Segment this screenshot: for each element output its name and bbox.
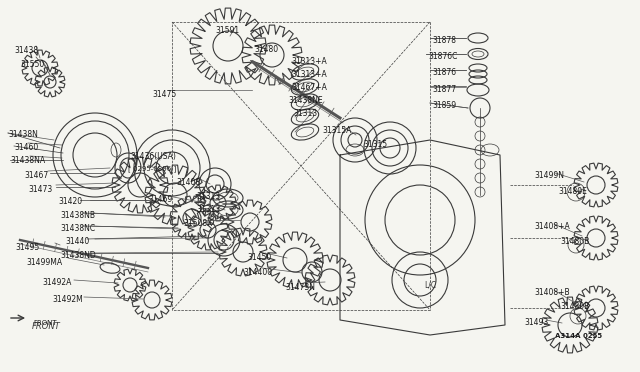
Text: 31408: 31408 — [176, 178, 200, 187]
Text: 31492M: 31492M — [52, 295, 83, 304]
Text: 31313: 31313 — [196, 205, 220, 214]
Text: L/C: L/C — [424, 280, 436, 289]
Text: 31480: 31480 — [254, 45, 278, 54]
Text: [ 0295-0896 ]: [ 0295-0896 ] — [128, 165, 176, 172]
Text: 31315: 31315 — [363, 140, 387, 149]
Text: 31876: 31876 — [432, 68, 456, 77]
Text: 31492A: 31492A — [42, 278, 72, 287]
Text: 31877: 31877 — [432, 85, 456, 94]
Text: 31313+A: 31313+A — [291, 70, 327, 79]
Text: 31438NC: 31438NC — [60, 224, 95, 233]
Text: 31438NA: 31438NA — [10, 156, 45, 165]
Text: 31460: 31460 — [14, 143, 38, 152]
Text: 31591: 31591 — [215, 26, 239, 35]
Text: 31313+A: 31313+A — [291, 57, 327, 66]
Text: 31438NE: 31438NE — [288, 96, 323, 105]
Text: 31878: 31878 — [432, 36, 456, 45]
Text: 31495: 31495 — [15, 243, 39, 252]
Text: 31493: 31493 — [524, 318, 548, 327]
Text: 31473: 31473 — [28, 185, 52, 194]
Text: 31315A: 31315A — [322, 126, 351, 135]
Text: 31438N: 31438N — [8, 130, 38, 139]
Text: 31313: 31313 — [293, 109, 317, 118]
Text: 314400: 314400 — [243, 268, 272, 277]
Text: 31859: 31859 — [432, 101, 456, 110]
Text: A314A 0255: A314A 0255 — [555, 333, 602, 339]
Text: 31438: 31438 — [14, 46, 38, 55]
Text: 31420: 31420 — [58, 197, 82, 206]
Text: 31469: 31469 — [148, 195, 172, 204]
Text: 31408+B: 31408+B — [534, 288, 570, 297]
Text: 31408+A: 31408+A — [534, 222, 570, 231]
Text: 31499N: 31499N — [534, 171, 564, 180]
Text: 31876C: 31876C — [428, 52, 458, 61]
Text: 31499MA: 31499MA — [26, 258, 62, 267]
Text: 31480B: 31480B — [560, 302, 589, 311]
Text: 31473N: 31473N — [285, 283, 315, 292]
Text: 31440: 31440 — [65, 237, 89, 246]
Text: FRONT: FRONT — [32, 322, 61, 331]
Text: 31450: 31450 — [247, 253, 271, 262]
Text: 31438NB: 31438NB — [60, 211, 95, 220]
Text: 31480B: 31480B — [560, 237, 589, 246]
Text: 31480E: 31480E — [558, 187, 587, 196]
Text: 31438ND: 31438ND — [60, 251, 96, 260]
Text: 31436(USA): 31436(USA) — [130, 152, 176, 161]
Text: 31313: 31313 — [196, 192, 220, 201]
Text: 31508X: 31508X — [183, 219, 212, 228]
Text: 31550: 31550 — [20, 60, 44, 69]
Text: 31467: 31467 — [24, 171, 48, 180]
Text: 31467+A: 31467+A — [291, 83, 327, 92]
Text: 31475: 31475 — [152, 90, 176, 99]
Text: FRONT: FRONT — [33, 320, 56, 326]
